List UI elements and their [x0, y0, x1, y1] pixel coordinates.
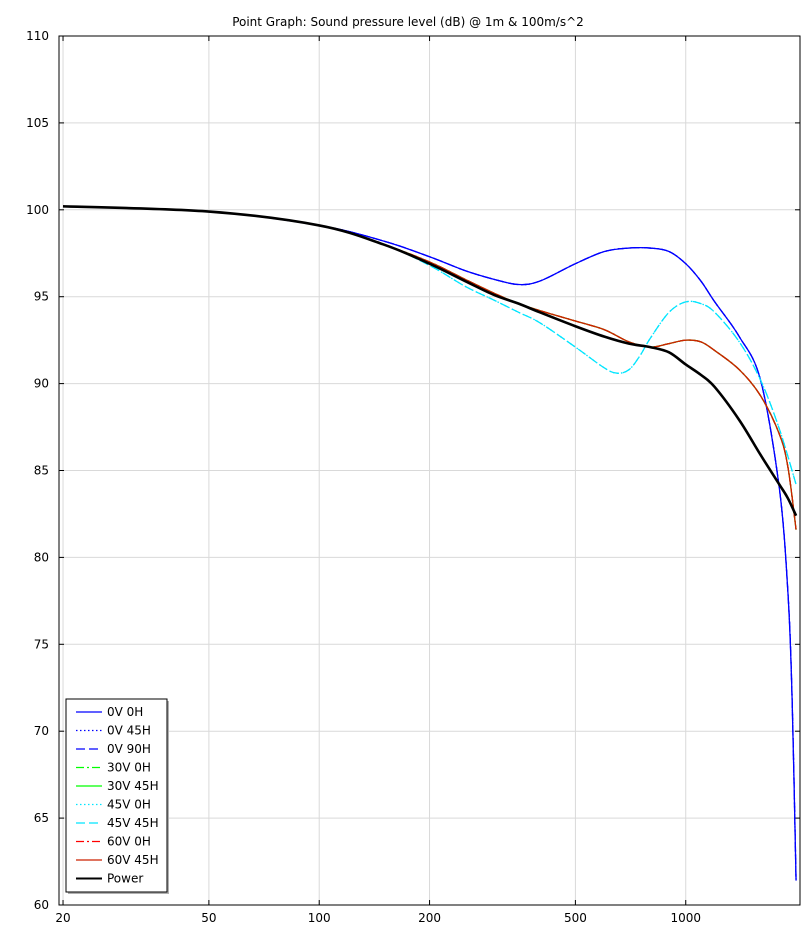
- x-tick-label: 100: [308, 911, 331, 925]
- y-tick-label: 85: [34, 464, 49, 478]
- series-layer: [62, 205, 798, 881]
- legend-label: 0V 0H: [107, 705, 143, 719]
- series-line-power: [62, 205, 798, 517]
- series-line-45v-45h: [63, 205, 797, 485]
- x-tick-label: 50: [201, 911, 216, 925]
- legend-label: 45V 45H: [107, 816, 159, 830]
- x-tick-label: 200: [418, 911, 441, 925]
- legend-label: 30V 0H: [107, 761, 151, 775]
- legend-label: 0V 90H: [107, 742, 151, 756]
- legend-label: 0V 45H: [107, 724, 151, 738]
- legend: 0V 0H 0V 45H 0V 90H 30V 0H 30V 45H 45V 0H 45V …: [65, 698, 169, 894]
- y-tick-label: 95: [34, 290, 49, 304]
- y-tick-label: 90: [34, 377, 49, 391]
- chart-title: Point Graph: Sound pressure level (dB) @…: [232, 15, 584, 29]
- legend-label: 60V 0H: [107, 835, 151, 849]
- x-tick-label: 500: [564, 911, 587, 925]
- y-tick-label: 75: [34, 637, 49, 651]
- y-tick-label: 80: [34, 550, 49, 564]
- y-tick-label: 100: [26, 203, 49, 217]
- x-tick-label: 1000: [670, 911, 701, 925]
- grid: [59, 35, 800, 906]
- axis-ticks: 20 50 100 200 500 1000 60 65 70 75 80 85 90 95 100 105 1…: [26, 29, 800, 925]
- y-tick-label: 65: [34, 811, 49, 825]
- series-line-0v-90h: [63, 205, 797, 881]
- legend-box: [65, 698, 168, 893]
- x-tick-label: 20: [55, 911, 70, 925]
- legend-label: 45V 0H: [107, 798, 151, 812]
- y-tick-label: 105: [26, 116, 49, 130]
- y-tick-label: 60: [34, 898, 49, 912]
- y-tick-label: 70: [34, 724, 49, 738]
- y-tick-label: 110: [26, 29, 49, 43]
- legend-label: Power: [107, 872, 143, 886]
- legend-label: 60V 45H: [107, 853, 159, 867]
- legend-label: 30V 45H: [107, 779, 159, 793]
